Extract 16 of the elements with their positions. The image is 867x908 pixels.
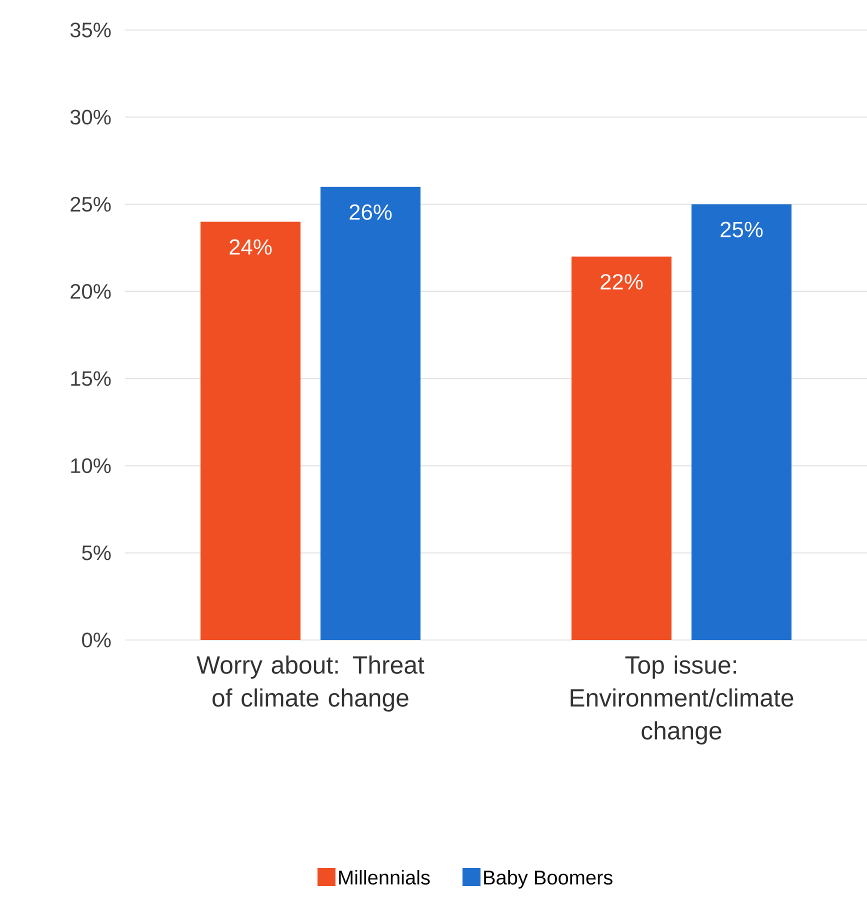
- y-tick-label: 30%: [70, 110, 111, 125]
- y-tick-label: 0%: [82, 632, 111, 648]
- x-tick-label: Worry about: Threat of climate change: [196, 656, 424, 712]
- data-label: 22%: [600, 274, 643, 290]
- y-tick-label: 15%: [71, 371, 111, 386]
- data-label: 24%: [230, 239, 272, 255]
- y-tick-label: 20%: [70, 284, 111, 299]
- legend-label: Baby Boomers: [484, 870, 612, 889]
- y-tick-label: 25%: [70, 196, 111, 212]
- y-tick-label: 5%: [82, 545, 111, 560]
- x-tick-label: Top issue: Environment/climate change: [570, 656, 794, 744]
- data-label: 25%: [720, 222, 763, 238]
- legend-label: Millennials: [339, 870, 430, 885]
- y-tick-label: 35%: [70, 22, 111, 38]
- y-tick-label: 10%: [71, 458, 111, 474]
- data-label: 26%: [350, 204, 392, 220]
